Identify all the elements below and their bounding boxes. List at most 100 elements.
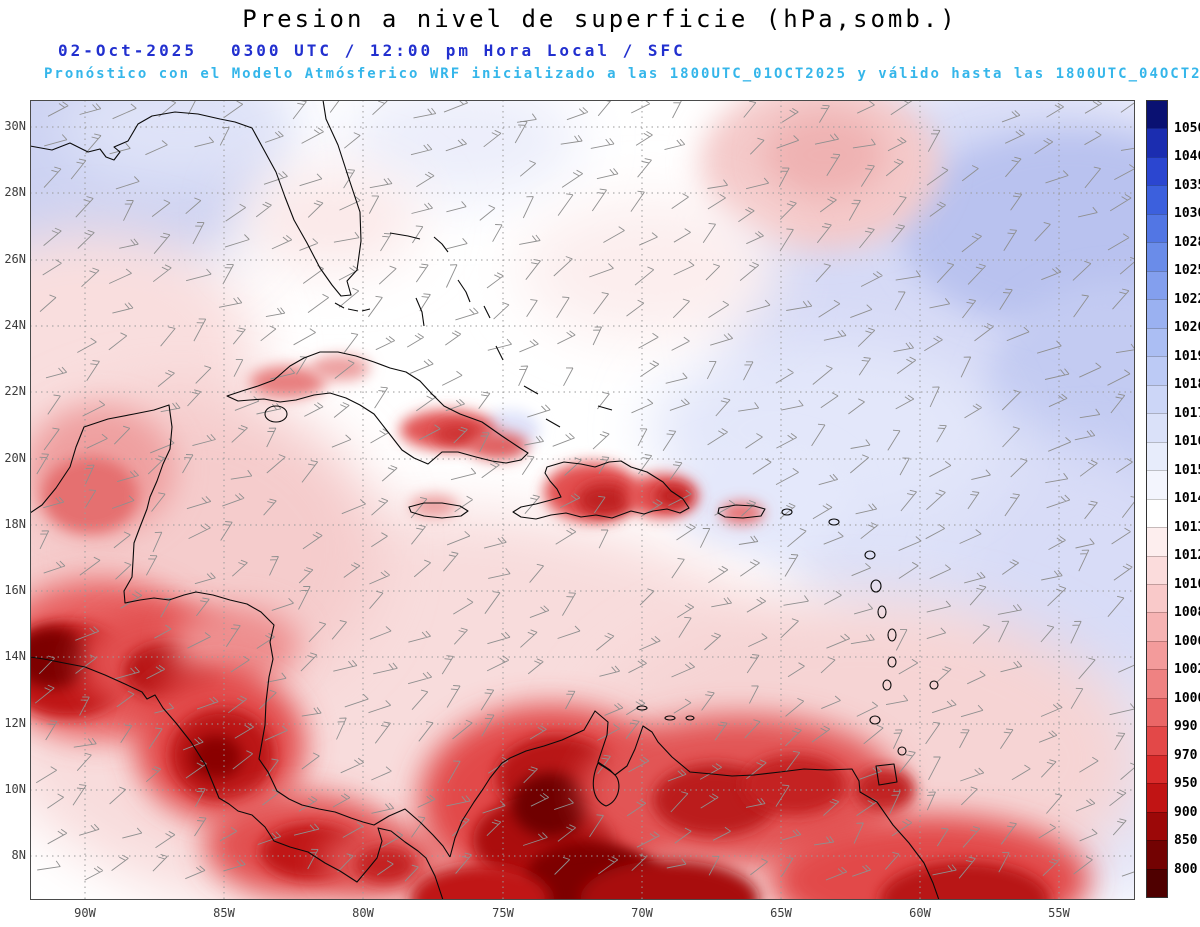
lat-tick-label: 14N bbox=[4, 649, 26, 663]
page-title: Presion a nivel de superficie (hPa,somb.… bbox=[242, 5, 958, 33]
colorbar-segment bbox=[1147, 470, 1167, 499]
colorbar-label: 1012 bbox=[1174, 548, 1200, 563]
colorbar-label: 950 bbox=[1174, 776, 1198, 791]
colorbar-segment bbox=[1147, 640, 1167, 670]
coast-pacific bbox=[30, 656, 444, 900]
colorbar-segment bbox=[1147, 185, 1167, 214]
colorbar-segment bbox=[1147, 156, 1167, 186]
colorbar-segment bbox=[1147, 242, 1167, 271]
coastlines-layer bbox=[30, 100, 940, 900]
datetime-line: 02-Oct-2025 0300 UTC / 12:00 pm Hora Loca… bbox=[58, 41, 686, 60]
colorbar-segment bbox=[1147, 384, 1167, 414]
coast-jamaica bbox=[408, 502, 469, 519]
lon-tick-label: 80W bbox=[352, 906, 374, 920]
colorbar-label: 1019 bbox=[1174, 348, 1200, 364]
coast-florida-keys bbox=[334, 302, 371, 312]
colorbar-segment bbox=[1147, 583, 1167, 613]
colorbar-label: 1008 bbox=[1174, 605, 1200, 620]
colorbar-label: 1025 bbox=[1174, 263, 1200, 278]
colorbar-label: 1030 bbox=[1174, 206, 1200, 221]
colorbar-label: 1013 bbox=[1174, 519, 1200, 535]
colorbar-segment bbox=[1147, 555, 1167, 584]
lon-tick-label: 75W bbox=[492, 906, 514, 920]
colorbar-label: 1028 bbox=[1174, 234, 1200, 250]
lat-tick-label: 30N bbox=[4, 119, 26, 133]
lat-tick-label: 28N bbox=[4, 185, 26, 199]
map-area: Sisπ - ONAMET/REP.DOM. bbox=[30, 100, 1135, 900]
colorbar-label: 1040 bbox=[1174, 149, 1200, 164]
lat-tick-label: 26N bbox=[4, 252, 26, 266]
lat-tick-label: 18N bbox=[4, 517, 26, 531]
coast-yucatan-central-america bbox=[30, 404, 451, 858]
colorbar-segment bbox=[1147, 356, 1167, 385]
lat-tick-label: 22N bbox=[4, 384, 26, 398]
colorbar-label: 850 bbox=[1174, 833, 1198, 848]
coast-lake-maracaibo bbox=[592, 762, 620, 807]
pressure-map bbox=[30, 100, 1135, 900]
colorbar-label: 1000 bbox=[1174, 690, 1200, 706]
lon-tick-label: 55W bbox=[1048, 906, 1070, 920]
colorbar-segment bbox=[1147, 840, 1167, 869]
coast-isle-of-youth bbox=[264, 405, 288, 423]
lat-tick-label: 12N bbox=[4, 716, 26, 730]
colorbar-segment bbox=[1147, 413, 1167, 442]
lon-tick-label: 85W bbox=[213, 906, 235, 920]
lat-tick-label: 20N bbox=[4, 451, 26, 465]
lat-tick-label: 10N bbox=[4, 782, 26, 796]
colorbar-label: 1035 bbox=[1174, 177, 1200, 193]
colorbar-label: 1014 bbox=[1174, 491, 1200, 506]
colorbar bbox=[1146, 100, 1168, 898]
coast-puerto-rico bbox=[717, 504, 766, 519]
colorbar-label: 1050 bbox=[1174, 120, 1200, 136]
colorbar-segment bbox=[1147, 868, 1167, 898]
lon-tick-label: 70W bbox=[631, 906, 653, 920]
colorbar-segment bbox=[1147, 441, 1167, 471]
colorbar-segment bbox=[1147, 213, 1167, 243]
coast-cuba bbox=[226, 351, 529, 465]
colorbar-segment bbox=[1147, 697, 1167, 727]
colorbar-segment bbox=[1147, 726, 1167, 755]
colorbar-segment bbox=[1147, 783, 1167, 812]
colorbar-label: 1015 bbox=[1174, 462, 1200, 478]
colorbar-segment bbox=[1147, 811, 1167, 841]
colorbar-segment bbox=[1147, 498, 1167, 528]
colorbar-label: 1017 bbox=[1174, 405, 1200, 421]
coast-hispaniola bbox=[512, 460, 690, 520]
lat-tick-label: 16N bbox=[4, 583, 26, 597]
colorbar-label: 990 bbox=[1174, 719, 1198, 734]
wind-barbs-layer bbox=[34, 100, 1135, 882]
colorbar-segment bbox=[1147, 754, 1167, 784]
colorbar-segment bbox=[1147, 669, 1167, 698]
lon-tick-label: 65W bbox=[770, 906, 792, 920]
lat-tick-label: 8N bbox=[11, 848, 26, 862]
colorbar-label: 1002 bbox=[1174, 662, 1200, 677]
colorbar-label: 1010 bbox=[1174, 576, 1200, 592]
model-info-line: Pronóstico con el Modelo Atmósferico WRF… bbox=[44, 66, 1200, 82]
colorbar-segment bbox=[1147, 101, 1167, 129]
lon-tick-label: 60W bbox=[909, 906, 931, 920]
colorbar-label: 1006 bbox=[1174, 633, 1200, 649]
colorbar-label: 800 bbox=[1174, 861, 1198, 877]
coast-bahamas bbox=[389, 232, 613, 428]
forecast-time: 0300 UTC / 12:00 pm Hora Local / SFC bbox=[230, 41, 686, 60]
colorbar-label: 970 bbox=[1174, 747, 1198, 763]
coast-south-america bbox=[449, 710, 940, 900]
lon-tick-label: 90W bbox=[74, 906, 96, 920]
forecast-date: 02-Oct-2025 bbox=[58, 41, 197, 60]
colorbar-segment bbox=[1147, 128, 1167, 157]
colorbar-label: 1018 bbox=[1174, 377, 1200, 392]
lat-tick-label: 24N bbox=[4, 318, 26, 332]
colorbar-segment bbox=[1147, 299, 1167, 328]
coast-usa-florida bbox=[30, 100, 362, 297]
colorbar-label: 1020 bbox=[1174, 320, 1200, 335]
colorbar-segment bbox=[1147, 527, 1167, 556]
colorbar-segment bbox=[1147, 270, 1167, 300]
colorbar-label: 1016 bbox=[1174, 434, 1200, 449]
colorbar-segment bbox=[1147, 327, 1167, 357]
colorbar-segment bbox=[1147, 612, 1167, 641]
map-frame bbox=[30, 100, 1135, 900]
pressure-shading-layer bbox=[30, 100, 1135, 900]
colorbar-label: 900 bbox=[1174, 804, 1198, 820]
colorbar-label: 1022 bbox=[1174, 291, 1200, 307]
coast-lesser-antilles bbox=[636, 508, 939, 786]
